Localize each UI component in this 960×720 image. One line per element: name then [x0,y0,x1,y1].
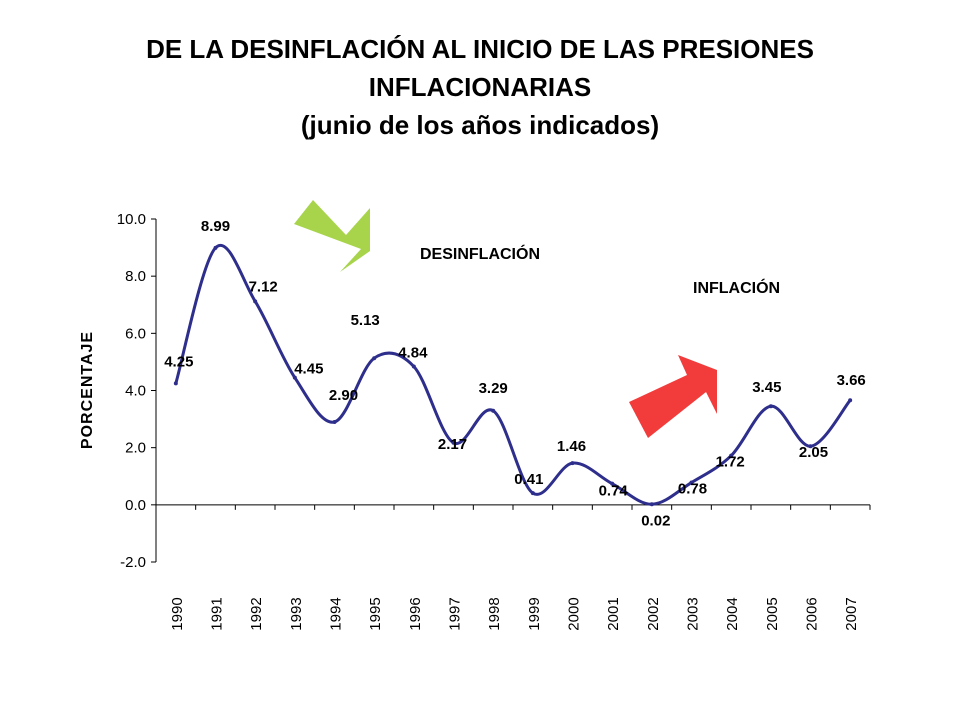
x-tick-label: 1993 [288,597,305,630]
title-line-2: INFLACIONARIAS [368,72,592,102]
y-tick-label: 10.0 [117,211,146,228]
y-tick-label: 4.0 [125,383,146,400]
inflation-arrow-icon [629,355,717,438]
x-tick-label: 2002 [645,597,662,630]
data-label: 2.90 [329,387,358,404]
desinflation-annotation: DESINFLACIÓN [420,244,540,263]
data-label: 3.45 [752,379,781,396]
data-points [173,245,853,507]
data-label: 0.78 [678,481,707,498]
data-point [451,440,456,445]
title-line-1: DE LA DESINFLACIÓN AL INICIO DE LAS PRES… [146,34,814,64]
data-point [253,299,258,304]
x-tick-label: 1999 [526,597,543,630]
desinflation-arrow-icon [294,200,370,272]
data-label: 1.72 [716,454,745,471]
data-point [610,481,615,486]
x-tick-label: 1994 [328,597,345,630]
x-tick-label: 1992 [248,597,265,630]
x-tick-label: 1997 [447,597,464,630]
title-line-3: (junio de los años indicados) [300,110,660,140]
y-tick-label: 6.0 [125,325,146,342]
data-label: 2.05 [799,444,828,461]
x-tick-label: 1990 [169,597,186,630]
y-tick-label: -2.0 [120,554,146,571]
data-label: 0.41 [514,471,543,488]
x-tick-label: 2004 [724,597,741,630]
data-labels: 4.25 8.99 7.12 4.45 2.90 5.13 4.84 2.17 3.29 0.41… [164,218,866,529]
x-tick-label: 1998 [486,597,503,630]
data-label: 5.13 [351,312,380,329]
data-label: 8.99 [201,218,230,235]
x-tick-label: 2005 [764,597,781,630]
data-label: 0.74 [599,483,629,500]
data-label: 4.25 [164,353,193,370]
chart-title: DE LA DESINFLACIÓN AL INICIO DE LAS PRES… [0,30,960,144]
data-point [729,453,734,458]
data-point [808,444,813,449]
data-point [649,502,654,507]
x-axis-ticks: 1990 1991 1992 1993 1994 1995 1996 1997 1998 1999… [155,504,871,631]
data-point [768,404,773,409]
y-axis-ticks: 10.0 8.0 6.0 4.0 2.0 0.0 -2.0 [117,211,156,571]
data-point [213,245,218,250]
data-point [848,398,853,403]
data-label: 0.02 [641,512,670,529]
data-point [332,419,337,424]
x-tick-label: 2006 [804,597,821,630]
data-label: 3.29 [479,380,508,397]
data-label: 1.46 [557,438,586,455]
x-tick-label: 2001 [605,597,622,630]
data-point [491,408,496,413]
x-tick-label: 2003 [685,597,702,630]
trend-arrows [294,200,717,438]
data-label: 4.84 [398,344,428,361]
inflation-annotation: INFLACIÓN [693,278,780,297]
data-point [411,364,416,369]
x-tick-label: 1996 [407,597,424,630]
data-point [570,461,575,466]
data-point [689,480,694,485]
y-tick-label: 2.0 [125,440,146,457]
x-tick-label: 1991 [209,597,226,630]
data-point [530,491,535,496]
data-label: 7.12 [249,278,278,295]
x-tick-label: 2007 [843,597,860,630]
data-label: 3.66 [837,372,866,389]
data-point [292,375,297,380]
y-tick-label: 8.0 [125,268,146,285]
x-tick-label: 1995 [367,597,384,630]
data-point [372,356,377,361]
y-axis-label: PORCENTAJE [79,331,96,449]
data-label: 4.45 [294,361,323,378]
data-point [173,381,178,386]
data-label: 2.17 [438,436,467,453]
x-tick-label: 2000 [566,597,583,630]
y-tick-label: 0.0 [125,497,146,514]
